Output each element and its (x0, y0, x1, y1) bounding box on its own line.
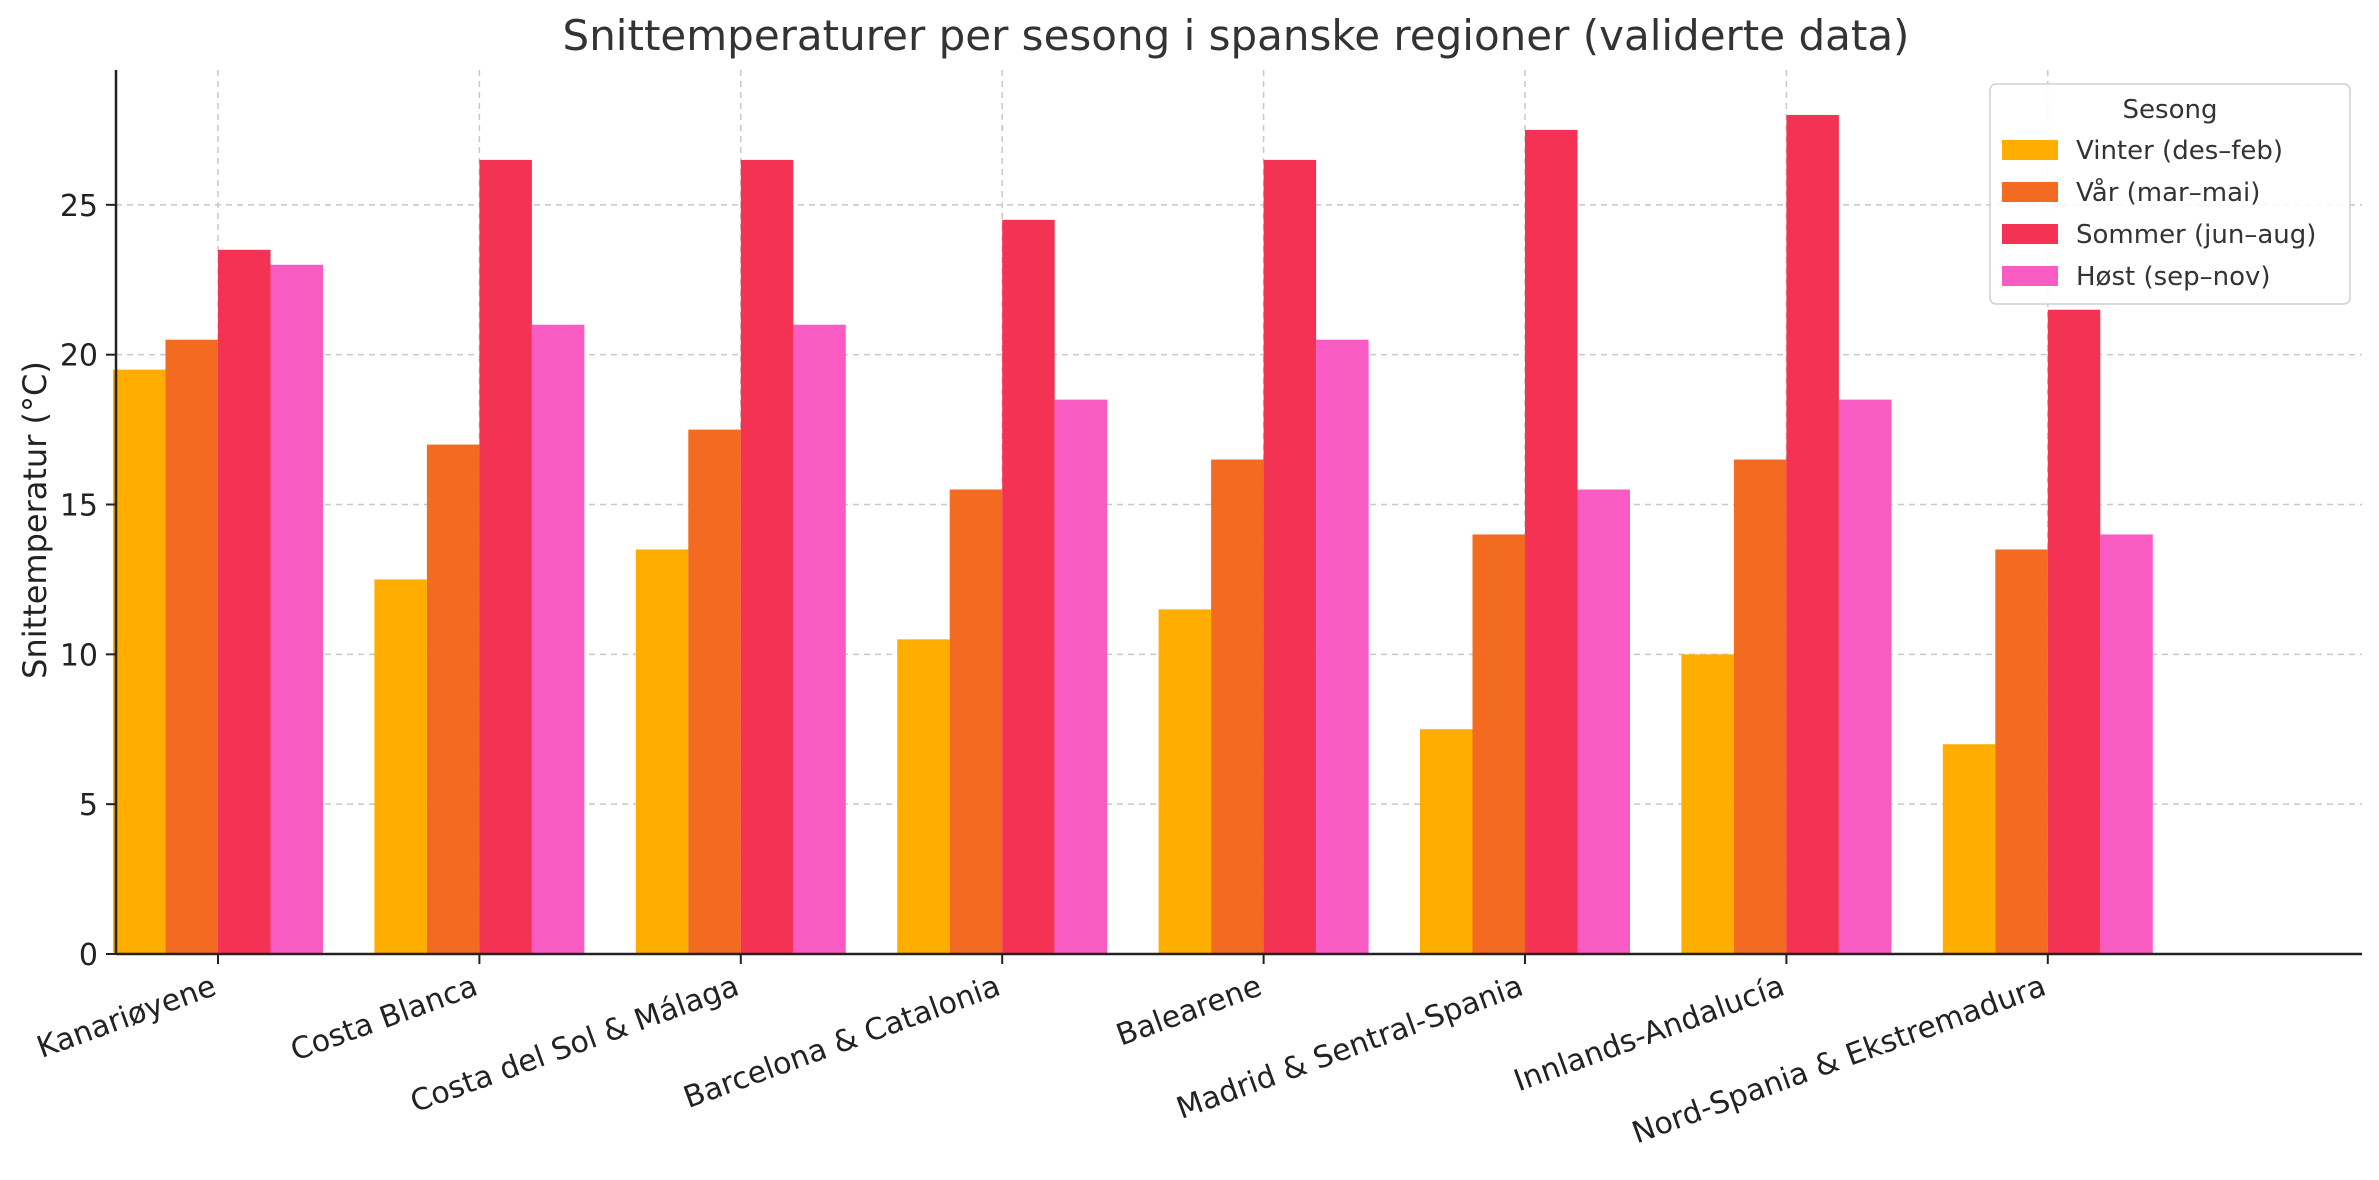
bar (1316, 339, 1369, 954)
bar (1525, 129, 1578, 955)
x-tick-label: Balearene (1112, 969, 1267, 1054)
y-tick-label: 20 (60, 339, 98, 374)
y-tick-label: 10 (60, 638, 98, 673)
legend-label: Høst (sep–nov) (2076, 262, 2271, 292)
bar (374, 579, 427, 954)
bar (949, 489, 1003, 954)
legend-label: Vinter (des–feb) (2076, 136, 2283, 166)
bar (2047, 309, 2101, 954)
y-tick-label: 25 (60, 189, 98, 224)
legend-swatch (2002, 140, 2058, 160)
bar (635, 549, 689, 954)
legend-title: Sesong (2123, 95, 2218, 125)
y-axis-label: Snittemperatur (°C) (16, 361, 54, 679)
bar (1263, 159, 1317, 954)
legend-swatch (2002, 266, 2058, 286)
bar (1158, 609, 1212, 954)
bars (113, 114, 2153, 955)
legend-swatch (2002, 182, 2058, 202)
axes (114, 70, 2362, 956)
bar (218, 249, 271, 954)
bar (1472, 534, 1525, 954)
bar (897, 639, 950, 954)
bar (426, 444, 480, 954)
y-tick-label: 15 (60, 489, 98, 524)
bar (1942, 744, 1996, 954)
x-tick-label: Kanariøyene (32, 969, 220, 1066)
bar (688, 429, 741, 954)
bar (1577, 489, 1630, 954)
bar (1838, 399, 1892, 955)
legend-swatch (2002, 224, 2058, 244)
bar (1211, 459, 1264, 954)
legend: Sesong Vinter (des–feb) Vår (mar–mai) Somme… (1989, 83, 2351, 305)
x-tick-label: Costa Blanca (286, 969, 482, 1069)
bar (1002, 219, 1055, 954)
bar (793, 324, 846, 954)
y-tick-label: 0 (79, 938, 98, 973)
bar (1420, 729, 1473, 954)
legend-label: Sommer (jun–aug) (2076, 220, 2316, 250)
bar (1786, 114, 1839, 954)
legend-label: Vår (mar–mai) (2076, 177, 2260, 208)
bar (165, 339, 218, 954)
bar (1681, 654, 1734, 954)
bar (531, 324, 585, 954)
legend-box (1989, 83, 2351, 305)
y-tick-label: 5 (79, 788, 98, 823)
bar (1733, 459, 1787, 954)
chart-title: Snittemperaturer per sesong i spanske re… (563, 11, 1910, 60)
x-tick-label: Nord-Spania & Ekstremadura (1628, 969, 2051, 1151)
bar (740, 159, 794, 954)
bar (2100, 534, 2153, 954)
bar (479, 159, 532, 954)
bar (1054, 399, 1108, 955)
bar (270, 264, 323, 954)
bar (1995, 549, 2048, 954)
bar (113, 369, 166, 954)
y-ticks: 0 5 10 15 20 25 (60, 189, 116, 973)
